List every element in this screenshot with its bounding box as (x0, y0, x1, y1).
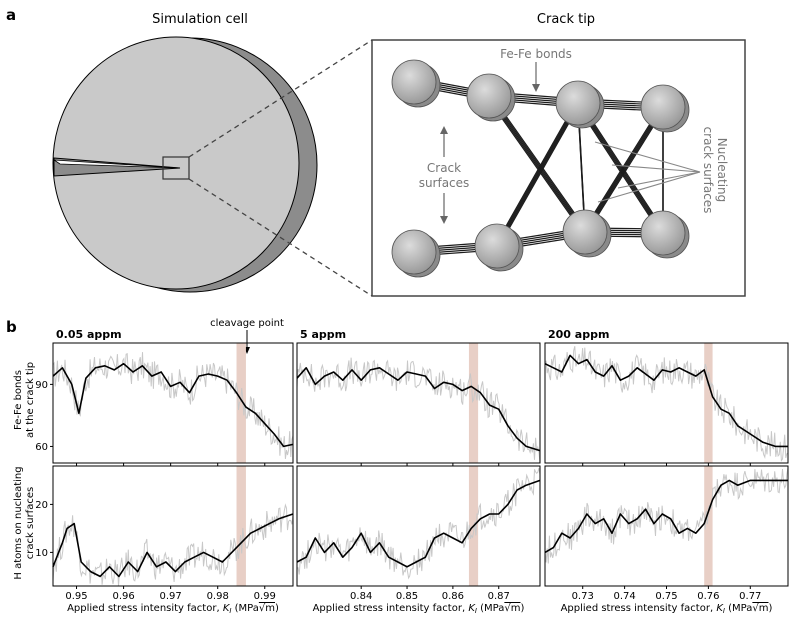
axes-bottom: 0.84 0.85 0.86 0.87 (296, 465, 541, 602)
x-tick-label: 0.95 (65, 591, 87, 602)
y-tick-label: 10 (35, 548, 48, 559)
series-line (544, 479, 788, 554)
fe-atom (391, 229, 437, 275)
x-tick-label: 0.76 (697, 591, 719, 602)
bonds-arrow-head (532, 84, 540, 92)
fe-atom (640, 210, 686, 256)
cleavage-band (468, 343, 479, 463)
bond-line (584, 108, 664, 235)
bond-line (496, 98, 579, 243)
x-axis-label: Applied stress intensity factor, KI (MPa… (67, 603, 279, 615)
raw-trace (296, 467, 541, 580)
axes-bottom: 0.73 0.74 0.75 0.76 0.77 (544, 465, 789, 602)
ylabel-top-line2: at the crack tip (25, 362, 36, 438)
raw-trace (52, 503, 294, 587)
crack-tip-title: Crack tip (537, 12, 595, 27)
bond-line (584, 104, 664, 231)
bond-line (496, 102, 579, 247)
panel-a-letter: a (6, 6, 16, 24)
cleavage-band (236, 343, 246, 463)
axes-frame (296, 465, 541, 587)
nucleating-label-2: crack surfaces (701, 127, 715, 214)
fe-atom (555, 80, 601, 126)
y-tick-label: 90 (35, 380, 48, 391)
crack-tip-box (162, 156, 190, 180)
series-line (296, 479, 541, 568)
series-line (52, 362, 294, 448)
axes-bottom: 10 20 0.95 0.96 0.97 0.98 0.99 (35, 465, 294, 602)
x-tick-label: 0.87 (488, 591, 510, 602)
simulation-cell-disk (52, 36, 318, 293)
zoom-line-bottom (188, 178, 373, 297)
cleavage-point-label: cleavage point (210, 318, 284, 329)
x-tick-label: 0.84 (350, 591, 372, 602)
fe-atom (391, 59, 437, 105)
crack-surfaces-arrow-down (440, 216, 448, 224)
x-tick-label: 0.74 (613, 591, 635, 602)
bond-line (496, 104, 579, 249)
crack-surfaces-label-2: surfaces (419, 176, 470, 190)
x-tick-label: 0.99 (254, 591, 276, 602)
crack-surfaces-label-1: Crack (427, 161, 461, 175)
x-tick-label: 0.85 (396, 591, 418, 602)
ylabel-top-line1: Fe-Fe bonds (13, 370, 24, 430)
concentration-label: 5 appm (300, 328, 346, 341)
axes-frame (52, 342, 294, 464)
y-tick-label: 60 (35, 442, 48, 453)
bond-line (488, 99, 586, 237)
nucleating-label-1: Nucleating (715, 138, 729, 203)
bond-line (488, 97, 586, 235)
x-axis-label: Applied stress intensity factor, KI (MPa… (313, 603, 525, 615)
x-tick-label: 0.86 (442, 591, 464, 602)
fe-atom (562, 209, 608, 255)
bonds-label: Fe-Fe bonds (500, 47, 572, 61)
panel-b-letter: b (6, 318, 17, 336)
bond-line (488, 95, 586, 233)
series-line (296, 367, 541, 452)
bond-line (496, 106, 579, 251)
cleavage-band (704, 466, 713, 586)
x-tick-label: 0.75 (655, 591, 677, 602)
fe-atom (640, 84, 686, 130)
crack-tip-inset: Fe-Fe bonds Crack surfaces Nucleating cr… (371, 39, 746, 297)
axes-top (296, 342, 541, 466)
crack-surfaces-arrow-up (440, 126, 448, 134)
fe-atoms (391, 59, 690, 278)
axes-frame (296, 342, 541, 464)
x-tick-label: 0.77 (739, 591, 761, 602)
concentration-label: 0.05 appm (56, 328, 122, 341)
series-line (52, 513, 294, 578)
concentration-label: 200 appm (548, 328, 609, 341)
x-tick-label: 0.96 (112, 591, 134, 602)
raw-trace (544, 467, 789, 564)
raw-trace (52, 352, 294, 459)
x-tick-label: 0.98 (207, 591, 229, 602)
bond-line (584, 106, 664, 233)
nucleating-arrows (594, 141, 701, 203)
axes-top (544, 342, 789, 466)
y-tick-label: 20 (35, 500, 48, 511)
x-tick-label: 0.97 (160, 591, 182, 602)
raw-trace (544, 346, 789, 462)
simulation-cell-title: Simulation cell (152, 12, 248, 27)
axes-top: 60 90 (35, 342, 294, 466)
zoom-line-top (188, 39, 373, 158)
fe-atom (466, 73, 512, 119)
x-axis-label: Applied stress intensity factor, KI (MPa… (561, 603, 773, 615)
series-line (544, 354, 788, 448)
raw-trace (296, 357, 541, 464)
fe-atom (474, 223, 520, 269)
chart-panel: 0.05 appm 60 90 10 20 0.95 0.96 0.97 0.98 0.99App… (35, 328, 294, 615)
ylabel-bottom-line1: H atoms on nucleating (13, 466, 24, 579)
x-tick-label: 0.73 (572, 591, 594, 602)
cleavage-band (704, 343, 713, 463)
ylabel-bottom-line2: crack surfaces (25, 487, 36, 559)
axes-frame (52, 465, 294, 587)
bond-line (496, 100, 579, 245)
cleavage-band (236, 466, 246, 586)
